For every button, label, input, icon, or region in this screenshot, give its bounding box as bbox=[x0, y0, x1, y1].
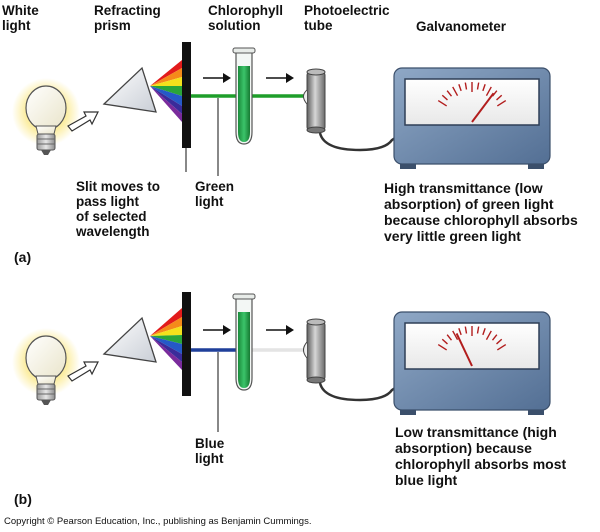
white-light-label: White light bbox=[2, 3, 39, 33]
beam-arrow-icon bbox=[266, 325, 294, 335]
cable bbox=[318, 382, 399, 402]
light-bulb-icon bbox=[12, 78, 80, 155]
blue-light-label: Blue light bbox=[195, 436, 225, 466]
dial-tick bbox=[482, 83, 486, 92]
test-tube-icon bbox=[232, 47, 256, 145]
white-light-arrow bbox=[67, 111, 99, 132]
dial-tick bbox=[485, 330, 492, 341]
photoelectric-tube-icon bbox=[303, 68, 326, 134]
dial-tick bbox=[464, 326, 468, 334]
dial-tick bbox=[496, 94, 503, 101]
refracting-prism-label: Refracting prism bbox=[94, 3, 161, 33]
dial-tick bbox=[476, 82, 480, 90]
dial-tick bbox=[491, 334, 498, 341]
galvanometer-label: Galvanometer bbox=[416, 19, 507, 34]
prism-icon bbox=[102, 66, 157, 113]
cable bbox=[318, 132, 399, 152]
beam-arrow-icon bbox=[203, 325, 231, 335]
beam-arrow-icon bbox=[203, 73, 231, 83]
dial-tick bbox=[441, 94, 448, 101]
test-tube-icon bbox=[232, 293, 256, 391]
galvanometer-needle bbox=[471, 92, 495, 123]
panel-tag-a: (a) bbox=[14, 249, 32, 265]
beam-arrow-icon bbox=[266, 73, 294, 83]
dial-tick bbox=[464, 82, 468, 90]
dial-tick bbox=[446, 90, 453, 97]
slit-caption: Slit moves to pass light of selected wav… bbox=[76, 179, 161, 239]
panel-tag-b: (b) bbox=[14, 491, 32, 507]
dial-tick bbox=[441, 338, 448, 345]
dial-tick bbox=[446, 334, 453, 341]
dial-tick bbox=[496, 338, 503, 345]
photoelectric-tube-label: Photoelectric tube bbox=[304, 3, 390, 33]
dial-tick bbox=[496, 99, 507, 107]
photoelectric-tube-icon bbox=[303, 318, 326, 384]
dial-tick bbox=[482, 327, 486, 336]
dial-tick bbox=[458, 83, 462, 92]
dial-tick bbox=[485, 86, 492, 97]
white-light-arrow bbox=[67, 361, 99, 382]
panel-b bbox=[12, 292, 551, 415]
dial-tick bbox=[452, 330, 459, 341]
chlorophyll-solution-label: Chlorophyll solution bbox=[208, 3, 283, 33]
panel-a bbox=[12, 42, 551, 169]
galvanometer-icon bbox=[393, 67, 551, 169]
light-bulb-icon bbox=[12, 328, 80, 405]
prism-icon bbox=[102, 316, 157, 363]
dial-tick bbox=[452, 86, 459, 97]
galvanometer-icon bbox=[393, 311, 551, 415]
spectrum-fan bbox=[150, 308, 182, 370]
dial-tick bbox=[437, 343, 448, 351]
copyright-text: Copyright © Pearson Education, Inc., pub… bbox=[4, 516, 312, 527]
result-text-b: Low transmittance (high absorption) beca… bbox=[395, 424, 567, 488]
green-light-label: Green light bbox=[195, 179, 235, 209]
dial-tick bbox=[458, 327, 462, 336]
dial-tick bbox=[496, 343, 507, 351]
slit-plate bbox=[182, 292, 191, 396]
result-text-a: High transmittance (low absorption) of g… bbox=[384, 180, 578, 244]
dial-tick bbox=[437, 99, 448, 107]
galvanometer-needle bbox=[455, 333, 473, 367]
dial-tick bbox=[476, 326, 480, 334]
spectrum-fan bbox=[150, 60, 182, 122]
slit-plate bbox=[182, 42, 191, 148]
